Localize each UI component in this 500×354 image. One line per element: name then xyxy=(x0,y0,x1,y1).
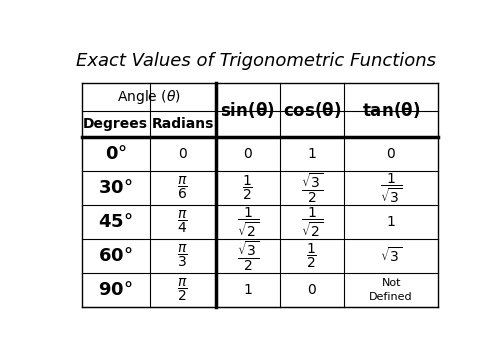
Text: $\dfrac{\pi}{3}$: $\dfrac{\pi}{3}$ xyxy=(177,243,188,269)
Text: $\dfrac{\pi}{6}$: $\dfrac{\pi}{6}$ xyxy=(177,175,188,201)
Text: Radians: Radians xyxy=(152,117,214,131)
Text: $0$: $0$ xyxy=(307,283,316,297)
Text: $1$: $1$ xyxy=(307,147,316,161)
Text: $\dfrac{1}{2}$: $\dfrac{1}{2}$ xyxy=(242,174,253,202)
Text: $\mathbf{sin(\theta)}$: $\mathbf{sin(\theta)}$ xyxy=(220,100,275,120)
Text: $\mathbf{tan(\theta)}$: $\mathbf{tan(\theta)}$ xyxy=(362,100,420,120)
Text: $\mathbf{45°}$: $\mathbf{45°}$ xyxy=(98,213,133,231)
Text: $\mathbf{60°}$: $\mathbf{60°}$ xyxy=(98,247,133,265)
Text: Degrees: Degrees xyxy=(83,117,148,131)
Text: Exact Values of Trigonometric Functions: Exact Values of Trigonometric Functions xyxy=(76,52,436,70)
Text: $\dfrac{1}{\sqrt{3}}$: $\dfrac{1}{\sqrt{3}}$ xyxy=(380,171,402,205)
Text: $1$: $1$ xyxy=(386,215,396,229)
Text: $\dfrac{\pi}{4}$: $\dfrac{\pi}{4}$ xyxy=(177,209,188,235)
Text: Angle $(\theta)$: Angle $(\theta)$ xyxy=(116,88,180,106)
Text: $\dfrac{\sqrt{3}}{2}$: $\dfrac{\sqrt{3}}{2}$ xyxy=(301,171,323,205)
Text: $0$: $0$ xyxy=(242,147,252,161)
Text: $\mathbf{90°}$: $\mathbf{90°}$ xyxy=(98,281,133,299)
Text: $\mathbf{30°}$: $\mathbf{30°}$ xyxy=(98,179,133,197)
Text: $\sqrt{3}$: $\sqrt{3}$ xyxy=(380,246,402,266)
Text: $0$: $0$ xyxy=(178,147,188,161)
Text: $\dfrac{\sqrt{3}}{2}$: $\dfrac{\sqrt{3}}{2}$ xyxy=(236,239,258,273)
Text: $0$: $0$ xyxy=(386,147,396,161)
Text: $\mathbf{0°}$: $\mathbf{0°}$ xyxy=(104,145,127,163)
Text: $\mathbf{cos(\theta)}$: $\mathbf{cos(\theta)}$ xyxy=(282,100,341,120)
Text: $1$: $1$ xyxy=(243,283,252,297)
Text: $\dfrac{1}{\sqrt{2}}$: $\dfrac{1}{\sqrt{2}}$ xyxy=(301,205,323,239)
Text: $\dfrac{\pi}{2}$: $\dfrac{\pi}{2}$ xyxy=(177,277,188,303)
Text: $\dfrac{1}{\sqrt{2}}$: $\dfrac{1}{\sqrt{2}}$ xyxy=(236,205,258,239)
Text: Not
Defined: Not Defined xyxy=(370,278,413,302)
Text: $\dfrac{1}{2}$: $\dfrac{1}{2}$ xyxy=(306,242,317,270)
